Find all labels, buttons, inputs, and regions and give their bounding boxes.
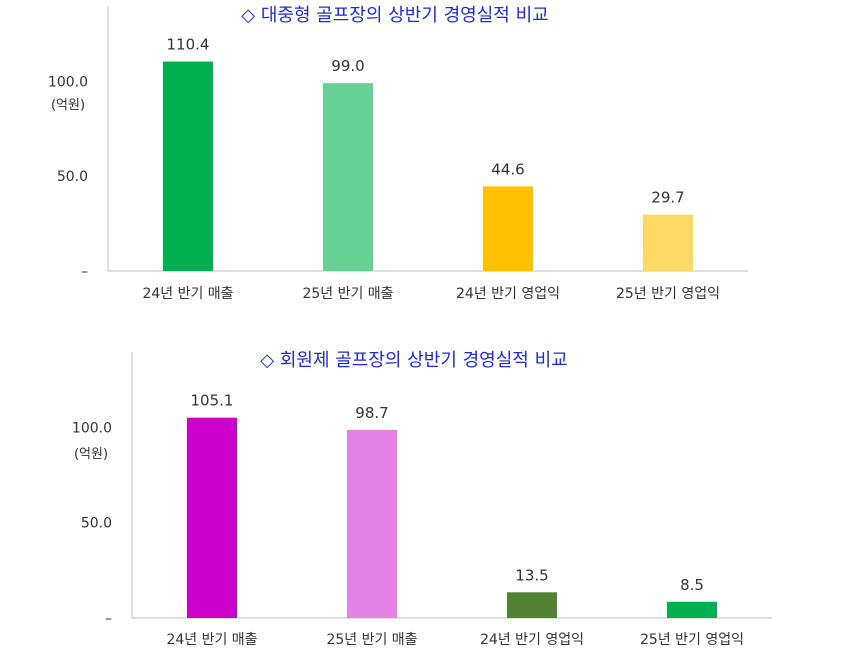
y-tick-label: 50.0 [81, 516, 112, 532]
data-labels: 110.4 99.0 44.6 29.7 [167, 36, 685, 207]
data-label: 99.0 [331, 57, 364, 75]
chart-member-golf: ◇ 회원제 골프장의 상반기 경영실적 비교 (억원) – 50.0 100.0 1… [72, 350, 772, 648]
y-ticks: – 50.0 100.0 [48, 74, 88, 280]
y-tick-label: 100.0 [72, 420, 112, 436]
category-labels: 24년 반기 매출 25년 반기 매출 24년 반기 영업익 25년 반기 영업익 [142, 286, 720, 302]
bar [187, 417, 237, 618]
bar [667, 601, 717, 618]
y-axis-unit: (억원) [74, 447, 108, 462]
category-label: 25년 반기 영업익 [616, 286, 720, 302]
data-labels: 105.1 98.7 13.5 8.5 [191, 392, 704, 594]
data-label: 13.5 [515, 566, 548, 584]
bar [483, 186, 533, 271]
y-tick-label: – [81, 264, 88, 280]
data-label: 98.7 [355, 404, 388, 422]
category-label: 25년 반기 영업익 [640, 632, 744, 648]
bar [643, 214, 693, 271]
category-label: 25년 반기 매출 [302, 286, 393, 302]
category-label: 24년 반기 매출 [142, 286, 233, 302]
data-label: 29.7 [651, 189, 684, 207]
bars [187, 417, 717, 618]
category-label: 24년 반기 매출 [166, 632, 257, 648]
bar [323, 83, 373, 272]
y-tick-label: – [105, 611, 112, 627]
data-label: 8.5 [680, 576, 704, 594]
data-label: 105.1 [191, 392, 234, 410]
y-tick-label: 50.0 [57, 169, 88, 185]
bar [163, 61, 213, 272]
category-label: 24년 반기 영업익 [480, 632, 584, 648]
category-label: 25년 반기 매출 [326, 632, 417, 648]
chart-title: ◇ 회원제 골프장의 상반기 경영실적 비교 [260, 350, 567, 371]
data-label: 110.4 [167, 36, 210, 54]
chart-public-golf: ◇ 대중형 골프장의 상반기 경영실적 비교 (억원) – 50.0 100.0 1… [48, 5, 748, 302]
bars [163, 61, 693, 272]
chart-title: ◇ 대중형 골프장의 상반기 경영실적 비교 [241, 5, 548, 26]
y-ticks: – 50.0 100.0 [72, 420, 112, 627]
y-axis-unit: (억원) [51, 98, 85, 113]
category-label: 24년 반기 영업익 [456, 286, 560, 302]
y-tick-label: 100.0 [48, 74, 88, 90]
data-label: 44.6 [491, 160, 524, 178]
category-labels: 24년 반기 매출 25년 반기 매출 24년 반기 영업익 25년 반기 영업익 [166, 632, 744, 648]
bar [507, 592, 557, 618]
bar [347, 429, 397, 618]
